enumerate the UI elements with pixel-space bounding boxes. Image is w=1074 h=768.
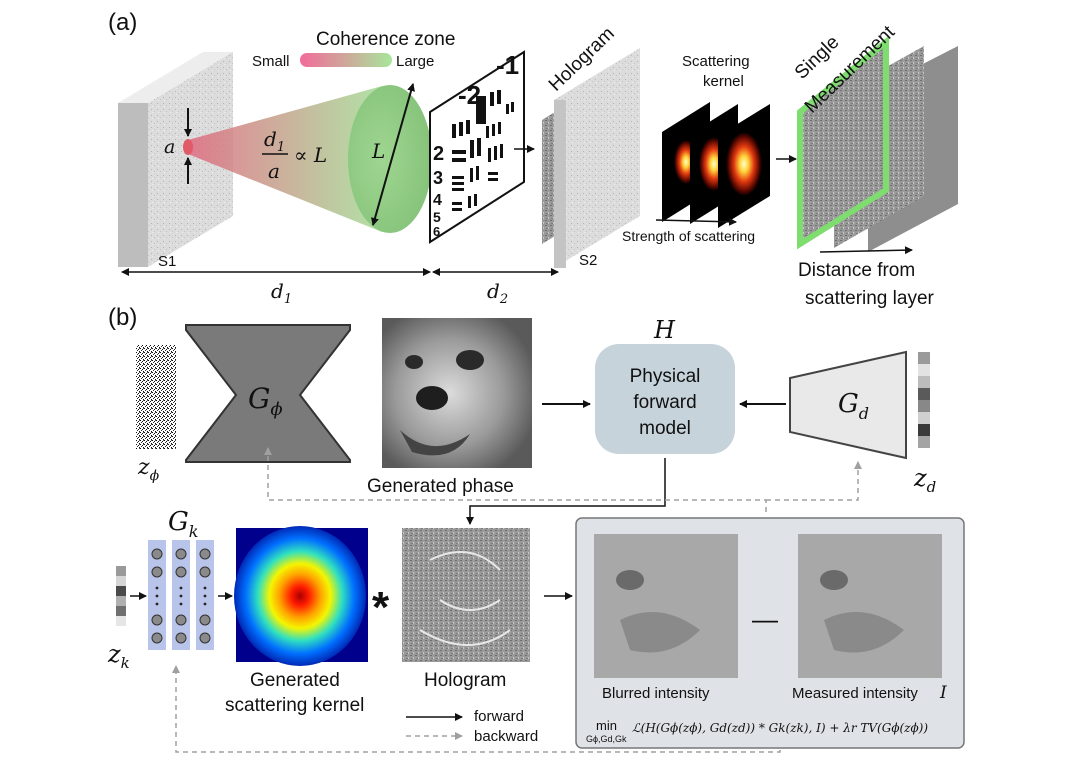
distance-label-2: scattering layer [805, 288, 935, 309]
coherence-gradient-bar [300, 53, 392, 67]
generator-g-k-network [148, 540, 214, 650]
ratio-proportional: ∝ L [294, 143, 327, 167]
distance-arrow [819, 246, 913, 255]
usaf-number-2: 2 [433, 143, 444, 165]
scattering-kernel-label-1: Scattering [682, 53, 750, 70]
usaf-number-5: 5 [433, 209, 441, 225]
distance-label-1: Distance from [798, 260, 915, 281]
aperture-spot [183, 139, 193, 155]
light-cone [188, 86, 382, 232]
panel-b-label: (b) [108, 304, 137, 331]
legend-backward-label: backward [474, 728, 538, 745]
measured-intensity-symbol: I [939, 683, 947, 703]
screen-s2 [542, 48, 640, 268]
blurred-intensity-image [594, 534, 738, 678]
blurred-intensity-label: Blurred intensity [602, 685, 710, 702]
coherence-large-label: Large [396, 53, 434, 70]
physical-forward-model-box [595, 344, 735, 454]
scattering-kernel-label-2: kernel [703, 73, 744, 90]
loss-min-subscript: Gϕ,Gd,Gk [586, 734, 627, 744]
coherence-ellipse [348, 85, 432, 233]
strength-of-scattering-label: Strength of scattering [622, 228, 755, 244]
generated-phase-label: Generated phase [367, 476, 514, 497]
minus-sign: — [752, 604, 778, 634]
usaf-number-minus2: -2 [458, 80, 481, 110]
loss-expression: ℒ(H(Gϕ(zϕ), Gd(zd)) * Gk(zk), I) + λr TV… [632, 721, 928, 735]
d2-label: d2 [487, 279, 508, 307]
generated-kernel-label-1: Generated [250, 670, 340, 691]
s2-label: S2 [579, 252, 597, 269]
ratio-denominator: a [268, 159, 280, 183]
backward-path-to-g-phi [264, 447, 767, 512]
measured-intensity-label: Measured intensity [792, 685, 918, 702]
coherence-small-label: Small [252, 53, 290, 70]
aperture-symbol: a [164, 136, 175, 158]
z-k-label: zk [107, 640, 130, 672]
hologram-image [402, 528, 530, 662]
usaf-target [429, 50, 525, 244]
g-phi-label: Gϕ [248, 382, 283, 420]
scattering-kernel-stack [662, 102, 770, 228]
usaf-number-6: 6 [433, 224, 440, 239]
ratio-numerator: d1 [264, 127, 285, 155]
beam-size-symbol: L [371, 139, 385, 163]
strength-arrow [655, 217, 737, 226]
loss-min: min [596, 718, 617, 733]
z-d-label: zd [913, 464, 936, 496]
s1-label: S1 [158, 253, 176, 270]
measurement-stack [797, 35, 958, 252]
latent-noise-z-phi [136, 345, 176, 449]
latent-vector-z-d [918, 352, 930, 448]
generator-g-d [789, 350, 907, 460]
generated-phase-image [382, 318, 532, 468]
legend-forward-label: forward [474, 708, 524, 725]
coherence-zone-label: Coherence zone [316, 29, 455, 50]
physical-model-line-1: Physical [630, 366, 701, 387]
beam-size-arrow [371, 83, 415, 226]
d1-label: d1 [271, 279, 292, 307]
generated-kernel-label-2: scattering kernel [225, 695, 364, 716]
generator-g-phi [185, 324, 351, 463]
physical-model-line-2: forward [633, 392, 696, 413]
h-label: H [653, 316, 676, 344]
measured-intensity-image [798, 534, 942, 678]
backward-path-to-g-d [766, 461, 862, 501]
latent-vector-z-k [116, 566, 126, 626]
arrow-model-to-hologram [466, 458, 666, 525]
g-d-label: Gd [838, 389, 869, 423]
usaf-number-minus1: -1 [496, 50, 519, 80]
g-k-label: Gk [168, 507, 198, 541]
usaf-number-3: 3 [433, 168, 443, 188]
convolution-symbol: * [372, 583, 390, 632]
hologram-label: Hologram [424, 670, 506, 691]
z-phi-label: zϕ [137, 455, 160, 484]
physical-model-line-3: model [639, 418, 691, 439]
generated-scattering-kernel-image [234, 526, 368, 666]
usaf-number-4: 4 [433, 192, 442, 209]
panel-a-label: (a) [108, 9, 137, 36]
